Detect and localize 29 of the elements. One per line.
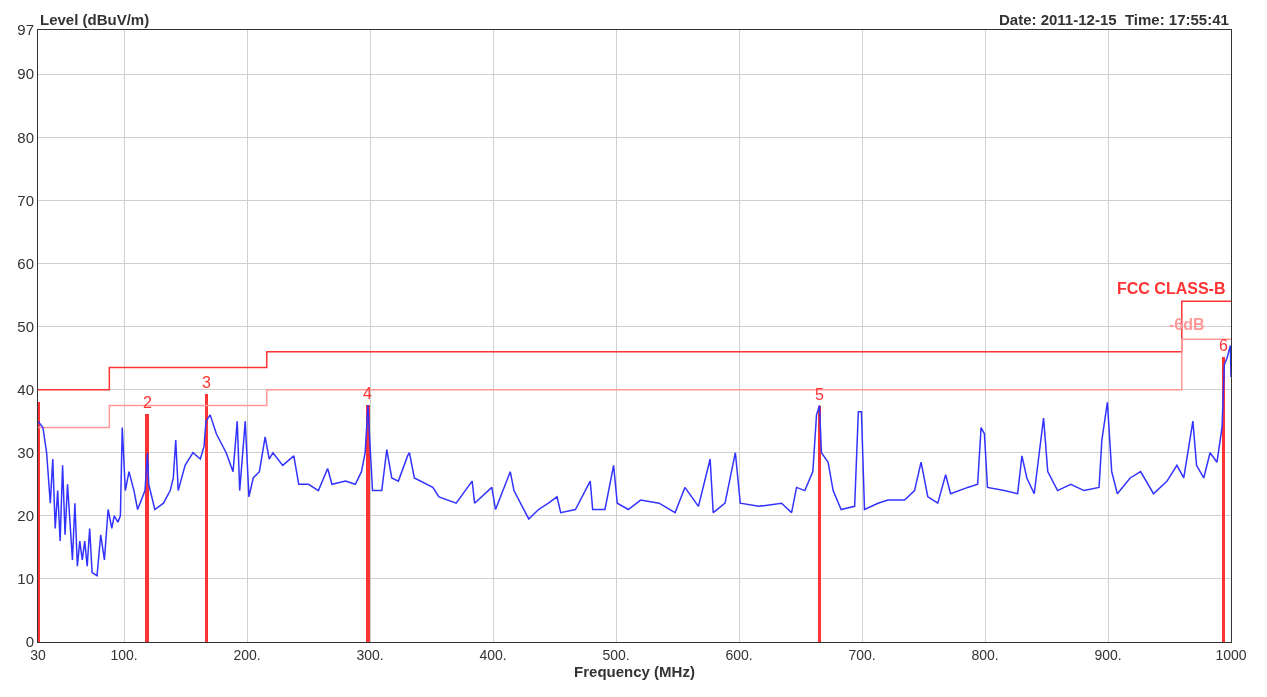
y-tick-label: 20 [17,507,34,525]
y-axis-title: Level (dBuV/m) [40,11,150,28]
x-tick-label: 600. [725,646,753,663]
y-tick-label: 90 [17,65,34,83]
x-axis-title: Frequency (MHz) [574,662,695,680]
x-tick-label: 300. [356,646,384,663]
y-tick-label: 40 [17,380,34,398]
x-tick-label: 200. [233,646,261,663]
x-tick-label: 900. [1094,646,1122,663]
y-tick-label: 60 [17,254,34,272]
series-label: FCC CLASS-B [1117,280,1226,297]
x-tick-label: 500. [602,646,630,663]
annotation: 4 [363,385,372,402]
y-tick-label: 50 [17,317,34,335]
text: Date: 2011-12-15 Time: 17:55:41 [999,11,1229,28]
annotation: 3 [202,374,211,391]
annotation: 6 [1219,337,1228,354]
annotation: 2 [143,394,152,411]
y-tick-label: 70 [17,191,34,209]
x-tick-label: 1000 [1215,646,1247,663]
y-tick-label: 30 [17,443,34,461]
y-tick-label: 10 [17,570,34,588]
x-tick-label: 800. [971,646,999,663]
y-tick-label: 97 [17,21,34,39]
annotation: 5 [815,386,824,403]
x-tick-label: 400. [479,646,507,663]
y-tick-label: 80 [17,128,34,146]
x-tick-label: 700. [848,646,876,663]
x-tick-label: 100. [110,646,138,663]
